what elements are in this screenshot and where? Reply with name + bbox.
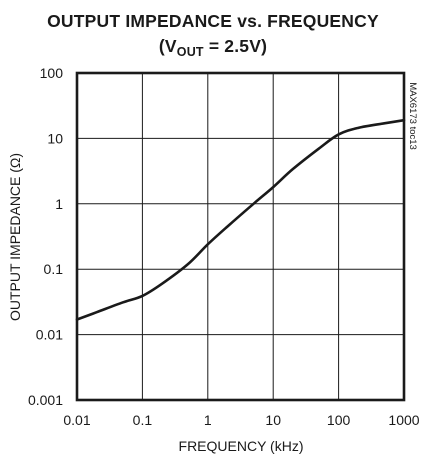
x-tick-label: 0.1 <box>133 412 153 428</box>
x-tick-label: 0.01 <box>63 412 90 428</box>
y-tick-label: 10 <box>47 130 63 146</box>
subtitle-prefix: (V <box>159 36 177 56</box>
x-tick-label: 1 <box>204 412 212 428</box>
y-tick-label: 1 <box>55 196 63 212</box>
x-tick-label: 1000 <box>388 412 419 428</box>
chart-title: OUTPUT IMPEDANCE vs. FREQUENCY <box>47 11 379 31</box>
grid <box>77 73 404 400</box>
chart-id-label: MAX6173 toc13 <box>407 82 418 150</box>
subtitle-suffix: = 2.5V) <box>204 36 267 56</box>
y-tick-label: 0.01 <box>36 327 63 343</box>
x-tick-label: 100 <box>327 412 351 428</box>
y-tick-label: 100 <box>40 65 64 81</box>
subtitle-subscript: OUT <box>177 45 204 59</box>
y-tick-label: 0.1 <box>44 261 64 277</box>
x-tick-label: 10 <box>265 412 281 428</box>
chart-subtitle: (VOUT = 2.5V) <box>159 36 267 59</box>
impedance-curve <box>75 118 406 321</box>
y-axis-label: OUTPUT IMPEDANCE (Ω) <box>7 153 23 321</box>
plot-frame <box>75 71 406 402</box>
y-tick-label: 0.001 <box>28 392 63 408</box>
x-axis-label: FREQUENCY (kHz) <box>179 438 304 454</box>
